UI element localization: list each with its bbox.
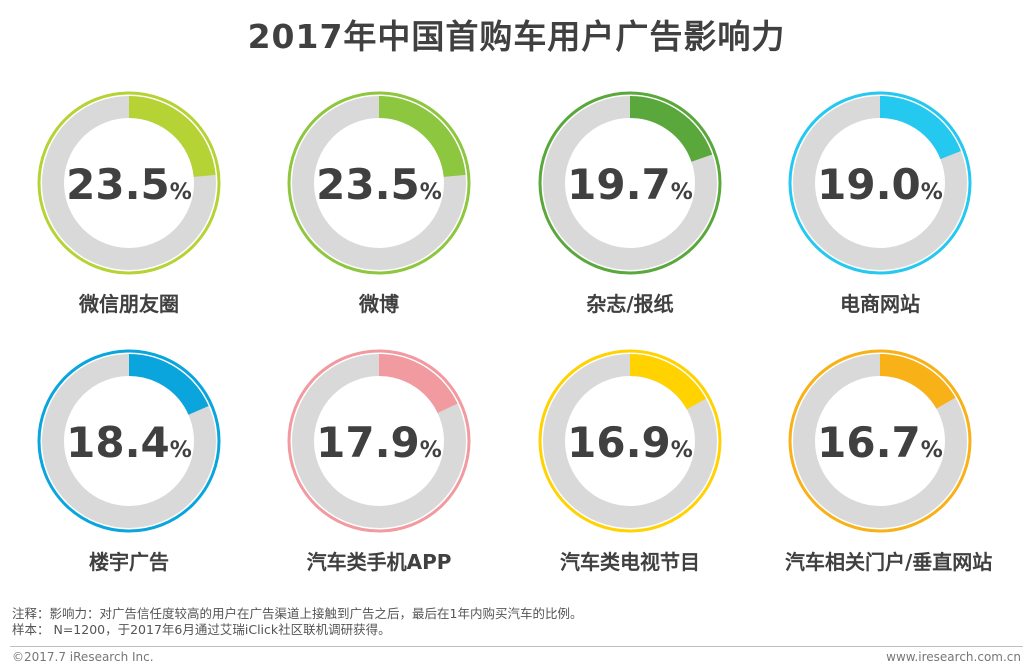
donut-value-label: 17.9%: [316, 418, 442, 467]
value-unit: %: [921, 180, 943, 205]
value-number: 16.9: [567, 418, 671, 467]
donut-outer-ring: [788, 349, 972, 533]
donut-chart: 17.9%: [287, 349, 471, 533]
donut-chart: 18.4%: [37, 349, 221, 533]
donut-category-label: 汽车类电视节目: [560, 550, 700, 574]
donut-chart: 16.7%: [788, 349, 972, 533]
value-number: 19.0: [817, 160, 921, 209]
donut-chart: 19.0%: [788, 91, 972, 275]
footer-divider: [10, 646, 1023, 647]
donut-value-label: 16.7%: [817, 418, 943, 467]
donut-chart-grid: 23.5% 微信朋友圈 23.5% 微博 19.7% 杂志/报纸 19.0% 电商网站 18.4…: [34, 90, 993, 575]
donut-value-arc: [879, 354, 956, 410]
note-line-1: 注释：影响力：对广告信任度较高的用户在广告渠道上接触到广告之后，最后在1年内购买…: [12, 606, 583, 621]
value-unit: %: [420, 180, 442, 205]
donut-item: 16.9% 汽车类电视节目: [535, 348, 725, 575]
donut-value-label: 23.5%: [316, 160, 442, 209]
donut-outer-ring: [37, 91, 221, 275]
value-number: 18.4: [66, 418, 170, 467]
donut-outer-ring: [37, 349, 221, 533]
donut-item: 17.9% 汽车类手机APP: [284, 348, 474, 575]
donut-chart: 16.9%: [538, 349, 722, 533]
donut-category-label: 电商网站: [840, 292, 920, 316]
value-unit: %: [170, 180, 192, 205]
donut-outer-ring: [287, 349, 471, 533]
value-unit: %: [671, 180, 693, 205]
notes: 注释：影响力：对广告信任度较高的用户在广告渠道上接触到广告之后，最后在1年内购买…: [12, 606, 582, 638]
value-number: 17.9: [316, 418, 420, 467]
donut-value-arc: [629, 96, 713, 163]
donut-value-arc: [879, 96, 961, 160]
donut-item: 19.0% 电商网站: [785, 90, 975, 317]
donut-item: 23.5% 微信朋友圈: [34, 90, 224, 317]
value-number: 23.5: [66, 160, 170, 209]
donut-outer-ring: [538, 91, 722, 275]
donut-value-label: 19.7%: [567, 160, 693, 209]
donut-value-arc: [128, 354, 209, 416]
note-line-2: 样本： N=1200，于2017年6月通过艾瑞iClick社区联机调研获得。: [12, 622, 391, 637]
value-unit: %: [170, 438, 192, 463]
donut-chart: 23.5%: [287, 91, 471, 275]
donut-item: 23.5% 微博: [284, 90, 474, 317]
value-unit: %: [921, 438, 943, 463]
copyright: ©2017.7 iResearch Inc.: [12, 650, 154, 664]
donut-value-label: 16.9%: [567, 418, 693, 467]
donut-item: 18.4% 楼宇广告: [34, 348, 224, 575]
donut-value-arc: [378, 96, 466, 178]
donut-value-label: 19.0%: [817, 160, 943, 209]
value-number: 16.7: [817, 418, 921, 467]
donut-value-label: 18.4%: [66, 418, 192, 467]
donut-category-label: 微信朋友圈: [79, 292, 179, 316]
donut-chart: 19.7%: [538, 91, 722, 275]
donut-outer-ring: [287, 91, 471, 275]
website-url: www.iresearch.com.cn: [886, 650, 1021, 664]
page-title: 2017年中国首购车用户广告影响力: [247, 17, 786, 56]
value-unit: %: [420, 438, 442, 463]
donut-category-label: 楼宇广告: [89, 550, 169, 574]
donut-category-label: 汽车相关门户/垂直网站: [785, 550, 993, 574]
donut-category-label: 汽车类手机APP: [306, 550, 452, 574]
donut-chart: 23.5%: [37, 91, 221, 275]
donut-value-arc: [378, 354, 458, 414]
donut-outer-ring: [538, 349, 722, 533]
donut-value-label: 23.5%: [66, 160, 192, 209]
donut-category-label: 杂志/报纸: [586, 292, 674, 316]
donut-outer-ring: [788, 91, 972, 275]
value-number: 19.7: [567, 160, 671, 209]
donut-value-arc: [629, 354, 706, 410]
donut-item: 16.7% 汽车相关门户/垂直网站: [785, 348, 993, 575]
value-number: 23.5: [316, 160, 420, 209]
donut-category-label: 微博: [359, 292, 399, 316]
donut-item: 19.7% 杂志/报纸: [535, 90, 725, 317]
donut-value-arc: [128, 96, 216, 178]
value-unit: %: [671, 438, 693, 463]
